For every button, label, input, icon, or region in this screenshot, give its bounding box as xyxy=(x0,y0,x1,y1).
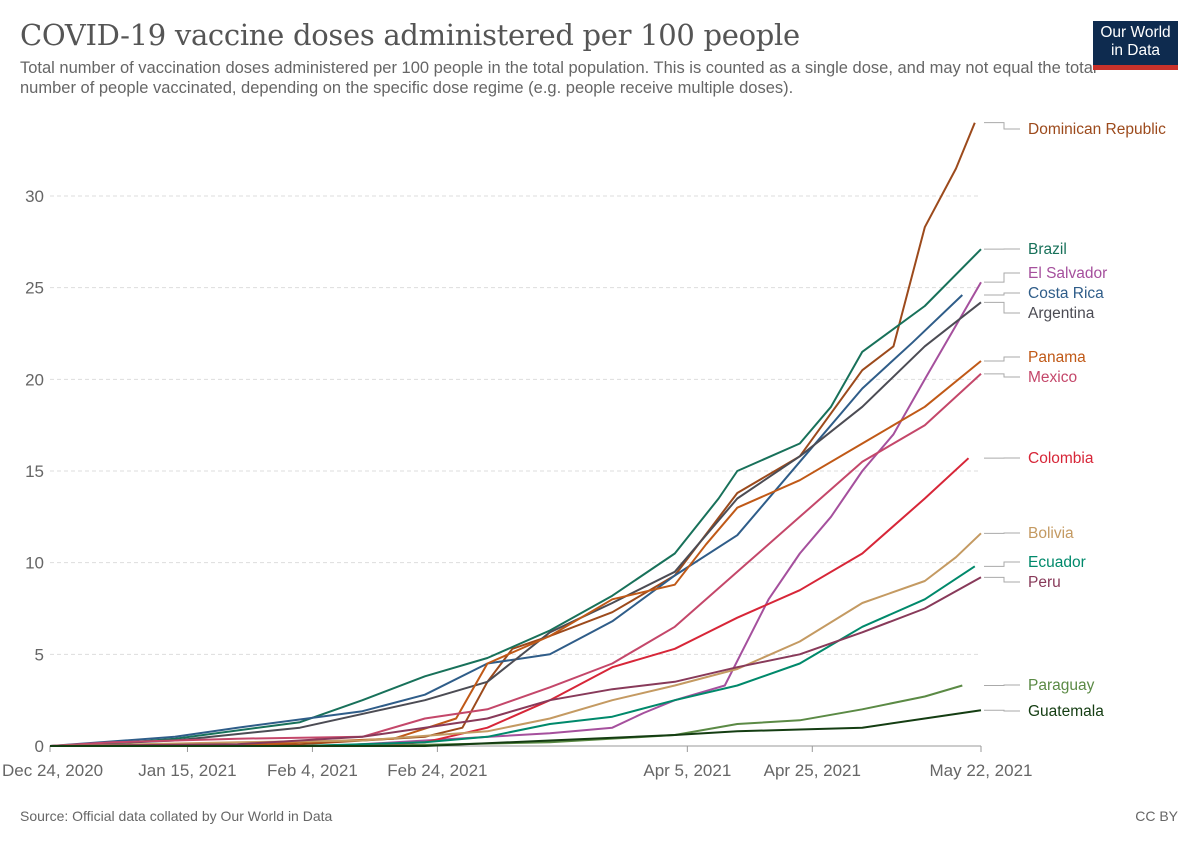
label-connector xyxy=(984,292,1020,296)
label-connector xyxy=(984,301,1020,314)
label-connector xyxy=(984,122,1020,130)
series-label: Peru xyxy=(1028,574,1061,591)
y-tick-label: 0 xyxy=(35,737,44,756)
series-line-el-salvador xyxy=(331,281,982,747)
x-tick-label: Feb 4, 2021 xyxy=(267,761,358,780)
series-line-peru xyxy=(49,576,982,747)
source-note[interactable]: Source: Official data collated by Our Wo… xyxy=(20,808,333,824)
series-line-bolivia xyxy=(49,532,982,747)
series-label: Ecuador xyxy=(1028,554,1086,571)
owid-logo[interactable]: Our World in Data xyxy=(1093,21,1178,70)
series-label: Bolivia xyxy=(1028,525,1074,542)
chart-subtitle: Total number of vaccination doses admini… xyxy=(20,59,1097,97)
series-line-costa-rica xyxy=(49,294,963,747)
logo-text: Our World in Data xyxy=(1100,24,1171,59)
label-connector xyxy=(984,709,1020,712)
label-connector xyxy=(984,373,1020,378)
label-connector xyxy=(984,576,1020,583)
label-connector xyxy=(984,684,1020,686)
y-tick-label: 15 xyxy=(25,462,44,481)
series-line-paraguay xyxy=(362,684,963,747)
series-line-panama xyxy=(237,360,982,747)
x-tick-label: May 22, 2021 xyxy=(929,761,1032,780)
series-label: Mexico xyxy=(1028,369,1077,386)
label-connector xyxy=(984,561,1020,567)
series-label: Panama xyxy=(1028,349,1086,366)
y-tick-label: 25 xyxy=(25,279,44,298)
series-label: Paraguay xyxy=(1028,677,1095,694)
series-label: Colombia xyxy=(1028,450,1094,467)
series-label: Brazil xyxy=(1028,241,1067,258)
series-label: Dominican Republic xyxy=(1028,121,1166,138)
label-connector xyxy=(984,356,1020,362)
y-tick-label: 20 xyxy=(25,370,44,389)
series-label: Guatemala xyxy=(1028,703,1104,720)
x-tick-label: Apr 5, 2021 xyxy=(643,761,731,780)
license-link[interactable]: CC BY xyxy=(1135,808,1178,824)
series-label: Argentina xyxy=(1028,305,1095,322)
x-tick-label: Feb 24, 2021 xyxy=(387,761,487,780)
y-tick-label: 5 xyxy=(35,645,44,664)
series-label: Costa Rica xyxy=(1028,285,1104,302)
y-tick-label: 10 xyxy=(25,554,44,573)
chart-title: COVID-19 vaccine doses administered per … xyxy=(20,18,800,52)
series-line-argentina xyxy=(49,301,982,747)
x-tick-label: Dec 24, 2020 xyxy=(2,761,103,780)
label-connector xyxy=(984,272,1020,283)
series-line-ecuador xyxy=(299,565,976,747)
x-tick-label: Apr 25, 2021 xyxy=(764,761,861,780)
x-tick-label: Jan 15, 2021 xyxy=(138,761,236,780)
series-line-dominican-republic xyxy=(49,122,976,747)
series-line-brazil xyxy=(81,248,982,747)
y-tick-label: 30 xyxy=(25,187,44,206)
series-label: El Salvador xyxy=(1028,265,1107,282)
series-line-guatemala xyxy=(50,709,982,747)
series-line-mexico xyxy=(49,373,982,747)
